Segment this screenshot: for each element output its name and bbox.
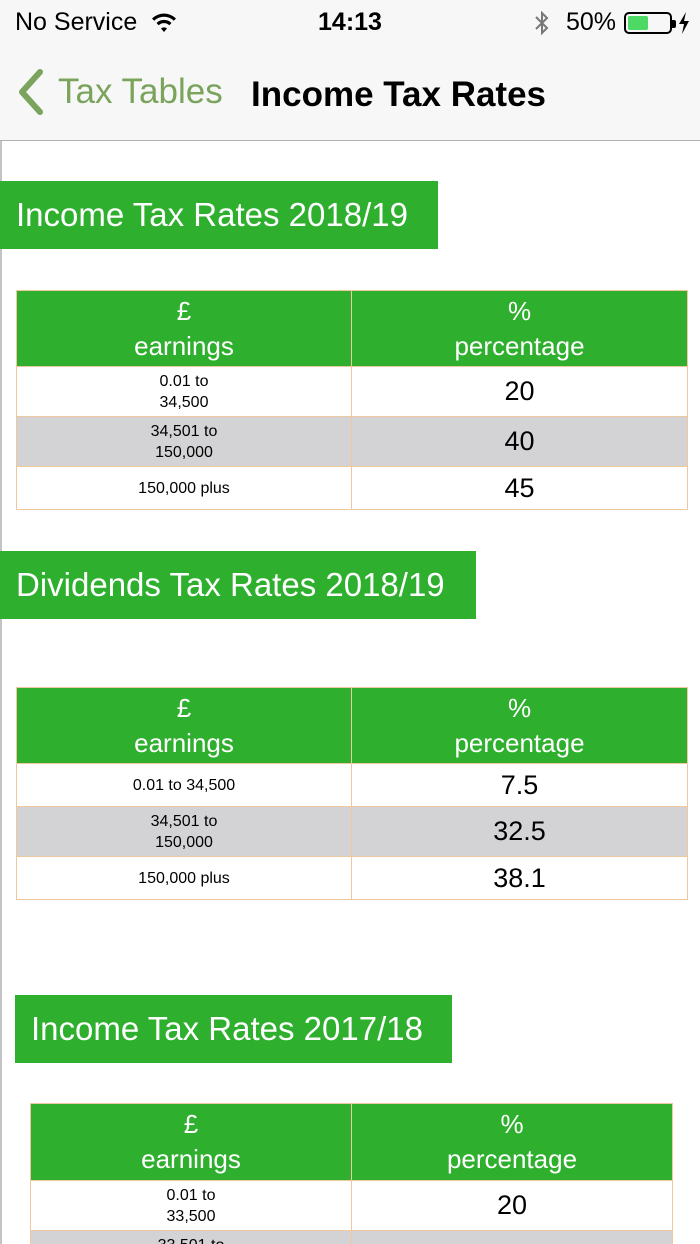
table-row: 150,000 plus 45 xyxy=(16,466,688,510)
earnings-header: £ earnings xyxy=(30,1103,352,1181)
table-row: 0.01 to 33,500 20 xyxy=(30,1180,673,1231)
status-left: No Service xyxy=(15,8,177,37)
battery-icon xyxy=(624,11,676,34)
status-right: 50% xyxy=(534,8,690,37)
back-button[interactable]: Tax Tables xyxy=(16,68,223,116)
section-title-income-2018: Income Tax Rates 2018/19 xyxy=(0,181,438,249)
navigation-bar: Tax Tables Income Tax Rates xyxy=(0,46,700,141)
income-2017-table: £ earnings % percentage 0.01 to 33,500 20… xyxy=(30,1103,673,1244)
table-row: 150,000 plus 38.1 xyxy=(16,856,688,900)
percentage-cell: 38.1 xyxy=(351,856,688,900)
earnings-header: £ earnings xyxy=(16,687,352,764)
table-row: 34,501 to 150,000 32.5 xyxy=(16,806,688,857)
section-title-income-2017: Income Tax Rates 2017/18 xyxy=(15,995,452,1063)
earnings-cell: 0.01 to 34,500 xyxy=(16,763,352,807)
earnings-cell: 34,501 to 150,000 xyxy=(16,416,352,467)
earnings-header: £ earnings xyxy=(16,290,352,367)
earnings-cell: 150,000 plus xyxy=(16,466,352,510)
table-row: 0.01 to 34,500 7.5 xyxy=(16,763,688,807)
page-title: Income Tax Rates xyxy=(251,75,547,114)
earnings-cell: 150,000 plus xyxy=(16,856,352,900)
percentage-header: % percentage xyxy=(351,1103,673,1181)
earnings-cell: 34,501 to 150,000 xyxy=(16,806,352,857)
earnings-cell: 0.01 to 33,500 xyxy=(30,1180,352,1231)
percentage-cell: 32.5 xyxy=(351,806,688,857)
table-header-row: £ earnings % percentage xyxy=(30,1103,673,1181)
back-label: Tax Tables xyxy=(58,72,223,111)
percentage-cell: 40 xyxy=(351,416,688,467)
clock: 14:13 xyxy=(318,8,382,36)
percentage-cell: 45 xyxy=(351,466,688,510)
table-header-row: £ earnings % percentage xyxy=(16,687,688,764)
section-title-dividends-2018: Dividends Tax Rates 2018/19 xyxy=(0,551,476,619)
left-edge-divider xyxy=(0,141,2,1244)
battery-percent: 50% xyxy=(565,8,616,36)
charging-bolt-icon xyxy=(679,11,689,34)
percentage-cell: 20 xyxy=(351,1180,673,1231)
earnings-cell: 33,501 to xyxy=(30,1230,352,1244)
percentage-header: % percentage xyxy=(351,290,688,367)
chevron-left-icon xyxy=(19,69,43,115)
carrier-label: No Service xyxy=(15,8,138,36)
earnings-cell: 0.01 to 34,500 xyxy=(16,366,352,417)
table-row: 33,501 to xyxy=(30,1230,673,1244)
wifi-icon xyxy=(152,13,177,32)
income-2018-table: £ earnings % percentage 0.01 to 34,500 20… xyxy=(16,290,688,510)
percentage-cell xyxy=(351,1230,673,1244)
percentage-cell: 20 xyxy=(351,366,688,417)
dividends-2018-table: £ earnings % percentage 0.01 to 34,500 7… xyxy=(16,687,688,900)
percentage-cell: 7.5 xyxy=(351,763,688,807)
battery-fill xyxy=(628,15,648,30)
table-row: 0.01 to 34,500 20 xyxy=(16,366,688,417)
bluetooth-icon xyxy=(535,10,549,35)
status-bar: No Service 14:13 50% xyxy=(0,0,700,46)
table-row: 34,501 to 150,000 40 xyxy=(16,416,688,467)
table-header-row: £ earnings % percentage xyxy=(16,290,688,367)
percentage-header: % percentage xyxy=(351,687,688,764)
